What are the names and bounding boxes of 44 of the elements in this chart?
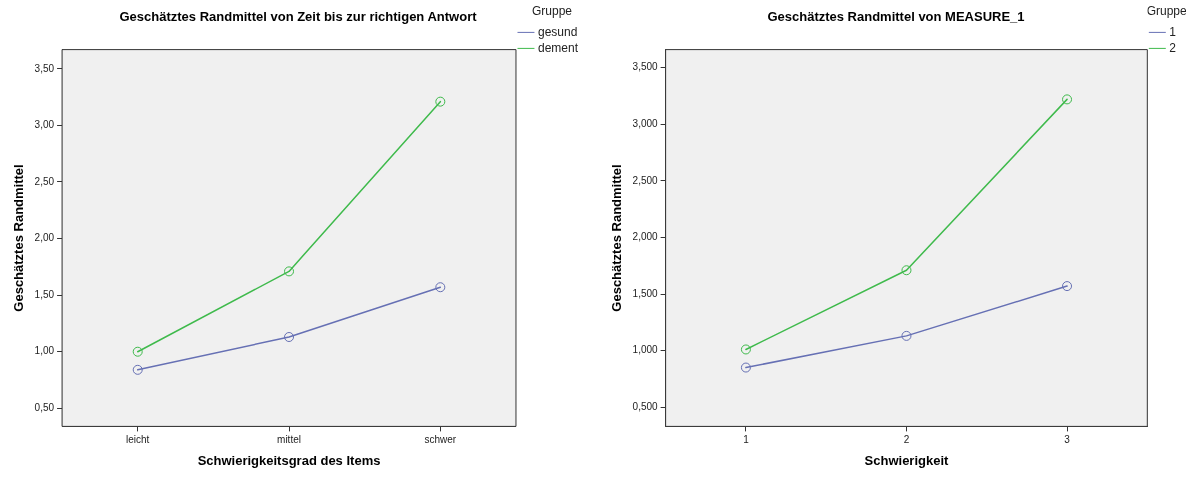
legend-label: 2 (1169, 40, 1177, 55)
y-tick-label: 1,000 (632, 344, 659, 356)
point (740, 362, 751, 373)
x-tick-label: schwer (424, 434, 457, 446)
point (435, 96, 446, 107)
x-axis-title: Schwierigkeitsgrad des Items (197, 452, 381, 468)
x-tick-label: 3 (1064, 434, 1071, 446)
point (901, 330, 912, 341)
y-tick-label: 3,00 (34, 119, 55, 131)
point (132, 346, 143, 357)
x-tick-label: 1 (743, 434, 750, 446)
y-tick-label: 3,000 (632, 118, 659, 130)
y-tick-label: 1,50 (34, 288, 55, 300)
legend-label: dement (537, 40, 579, 55)
point (1062, 281, 1073, 292)
point (435, 282, 446, 293)
point (284, 266, 295, 277)
y-axis-title: Geschätztes Randmittel (609, 164, 625, 312)
y-tick-label: 3,500 (632, 61, 659, 73)
x-tick-label: mittel (277, 434, 301, 446)
y-tick-label: 3,50 (34, 62, 55, 74)
y-tick-label: 2,50 (34, 175, 55, 187)
y-tick-label: 1,00 (34, 345, 55, 357)
legend-label: 1 (1169, 24, 1177, 39)
point (1062, 94, 1073, 105)
chart-title: Geschätztes Randmittel von MEASURE_1 (767, 9, 1025, 25)
y-tick-label: 1,500 (632, 287, 659, 299)
point (901, 265, 912, 276)
point (740, 344, 751, 355)
y-tick-label: 2,00 (34, 232, 55, 244)
y-tick-label: 0,500 (632, 400, 659, 412)
y-tick-label: 0,50 (34, 402, 55, 414)
legend-title: Gruppe (1146, 4, 1187, 19)
y-tick-label: 2,000 (632, 231, 659, 243)
point (284, 332, 295, 343)
x-axis-title: Schwierigkeit (864, 452, 950, 468)
y-tick-label: 2,500 (632, 174, 659, 186)
legend-title: Gruppe (531, 4, 573, 19)
legend-label: gesund (537, 24, 578, 39)
chart-title: Geschätztes Randmittel von Zeit bis zur richtigen Antwort (119, 9, 478, 25)
y-axis-title: Geschätztes Randmittel (11, 164, 27, 312)
point (132, 364, 143, 375)
x-tick-label: 2 (903, 434, 910, 446)
x-tick-label: leicht (126, 434, 150, 446)
